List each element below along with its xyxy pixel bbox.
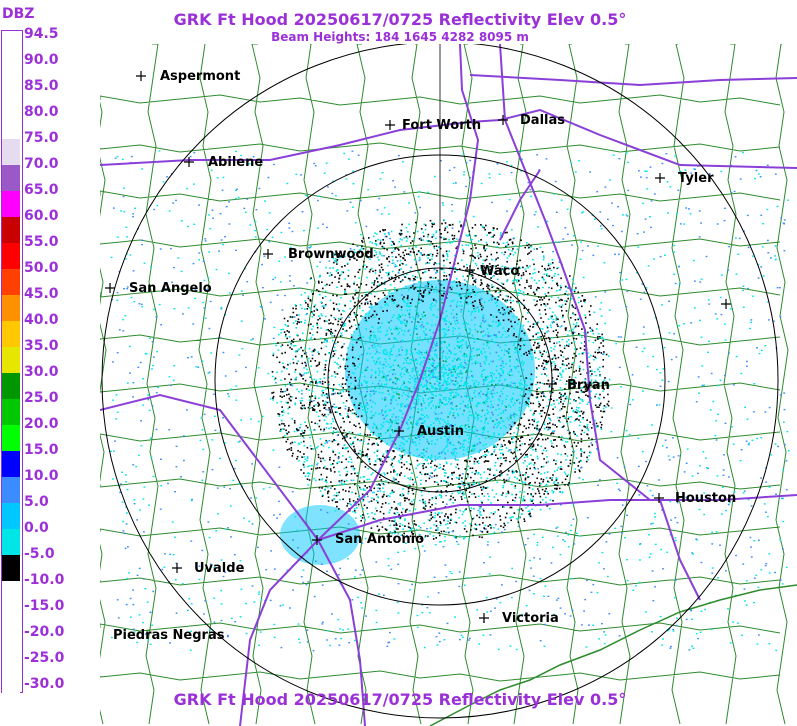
city-label: Houston bbox=[675, 491, 736, 506]
legend-swatch bbox=[2, 373, 20, 399]
city-label: Tyler bbox=[678, 171, 714, 186]
city-marker bbox=[654, 493, 664, 503]
legend-label: 5.0 bbox=[24, 494, 49, 510]
legend-label: 65.0 bbox=[24, 182, 59, 198]
city-marker bbox=[394, 426, 404, 436]
legend-swatch bbox=[2, 451, 20, 477]
legend-label: 85.0 bbox=[24, 78, 59, 94]
legend-swatch bbox=[2, 399, 20, 425]
city-marker bbox=[105, 283, 115, 293]
city-label: Austin bbox=[417, 424, 464, 439]
legend-label: 25.0 bbox=[24, 390, 59, 406]
city-marker bbox=[312, 535, 322, 545]
legend-label: 80.0 bbox=[24, 104, 59, 120]
legend-swatch bbox=[2, 165, 20, 191]
legend-label: 50.0 bbox=[24, 260, 59, 276]
legend-swatch bbox=[2, 425, 20, 451]
legend-swatch bbox=[2, 217, 20, 243]
map-title: GRK Ft Hood 20250617/0725 Reflectivity E… bbox=[173, 10, 627, 29]
legend-swatch bbox=[2, 35, 20, 61]
legend-label: 20.0 bbox=[24, 416, 59, 432]
city-markers: Aspermont Fort Worth Dallas Abilene Tyler Bro… bbox=[105, 69, 736, 643]
legend-swatch bbox=[2, 633, 20, 659]
city-marker bbox=[465, 265, 475, 275]
legend-label: 35.0 bbox=[24, 338, 59, 354]
city-marker bbox=[498, 115, 508, 125]
legend-swatch bbox=[2, 529, 20, 555]
city-marker bbox=[136, 71, 146, 81]
legend-swatch bbox=[2, 477, 20, 503]
city-label: Bryan bbox=[567, 378, 610, 393]
city-label: Uvalde bbox=[194, 561, 245, 576]
city-marker bbox=[172, 563, 182, 573]
beam-heights-label: Beam Heights: 184 1645 4282 8095 m bbox=[271, 30, 529, 44]
city-label: Abilene bbox=[208, 155, 263, 170]
legend-swatch bbox=[2, 295, 20, 321]
legend-label: 70.0 bbox=[24, 156, 59, 172]
legend-label: 60.0 bbox=[24, 208, 59, 224]
city-label: Dallas bbox=[520, 113, 565, 128]
legend-label: 10.0 bbox=[24, 468, 59, 484]
highways bbox=[100, 44, 797, 726]
legend-label: -10.0 bbox=[24, 572, 65, 588]
legend-label: -15.0 bbox=[24, 598, 65, 614]
legend-label: 15.0 bbox=[24, 442, 59, 458]
city-label: Piedras Negras bbox=[113, 628, 225, 643]
legend-label: 45.0 bbox=[24, 286, 59, 302]
legend-swatch bbox=[2, 321, 20, 347]
city-marker bbox=[655, 173, 665, 183]
legend-label: 75.0 bbox=[24, 130, 59, 146]
city-label: Fort Worth bbox=[402, 118, 481, 133]
legend-swatch bbox=[2, 685, 20, 711]
legend-swatch bbox=[2, 607, 20, 633]
city-label: Aspermont bbox=[160, 69, 240, 84]
city-marker bbox=[479, 613, 489, 623]
legend-label: -5.0 bbox=[24, 546, 55, 562]
legend-label: -20.0 bbox=[24, 624, 65, 640]
legend-label: -25.0 bbox=[24, 650, 65, 666]
city-marker bbox=[721, 299, 731, 309]
legend-swatch bbox=[2, 503, 20, 529]
city-label: San Angelo bbox=[129, 281, 212, 296]
city-marker bbox=[184, 157, 194, 167]
city-marker bbox=[385, 120, 395, 130]
gulf-coastline bbox=[429, 584, 797, 726]
legend-swatch bbox=[2, 139, 20, 165]
city-label: San Antonio bbox=[335, 532, 424, 547]
legend-label: 40.0 bbox=[24, 312, 59, 328]
map-title-bottom: GRK Ft Hood 20250617/0725 Reflectivity E… bbox=[173, 690, 627, 709]
legend-swatch bbox=[2, 581, 20, 607]
city-label: Waco bbox=[480, 264, 519, 279]
legend-swatch bbox=[2, 191, 20, 217]
legend-label: 94.5 bbox=[24, 26, 59, 42]
legend-label: 0.0 bbox=[24, 520, 49, 536]
legend-swatch bbox=[2, 243, 20, 269]
city-label: Brownwood bbox=[288, 247, 374, 262]
legend-label: 90.0 bbox=[24, 52, 59, 68]
city-label: Victoria bbox=[502, 611, 559, 626]
legend-swatch bbox=[2, 87, 20, 113]
legend-swatch bbox=[2, 61, 20, 87]
city-marker bbox=[263, 249, 273, 259]
legend-swatch bbox=[2, 113, 20, 139]
legend-swatch bbox=[2, 347, 20, 373]
legend-swatch bbox=[2, 269, 20, 295]
legend-swatch bbox=[2, 659, 20, 685]
city-marker bbox=[547, 379, 557, 389]
legend-unit: DBZ bbox=[2, 6, 35, 22]
legend-label: 30.0 bbox=[24, 364, 59, 380]
legend-swatch bbox=[2, 555, 20, 581]
legend-label: -30.0 bbox=[24, 676, 65, 692]
legend-label: 55.0 bbox=[24, 234, 59, 250]
